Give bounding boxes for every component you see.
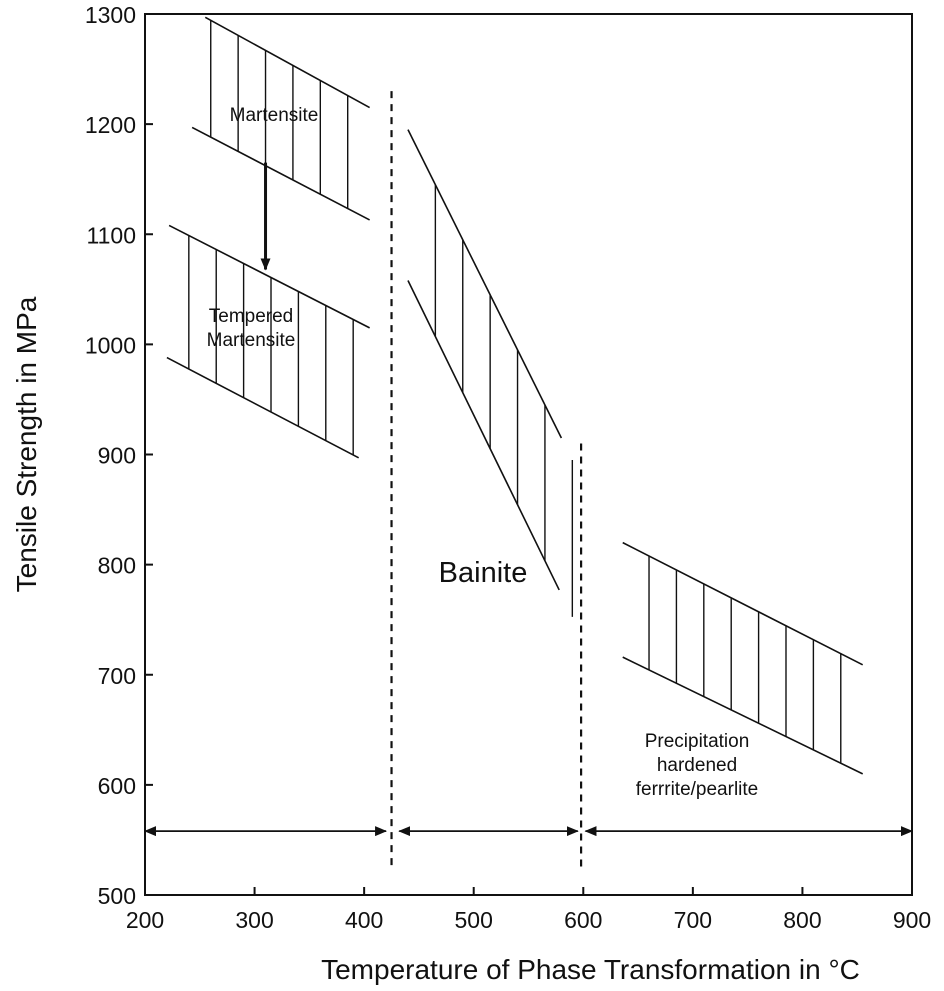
band-tempered-martensite <box>166 224 370 459</box>
region-label: Bainite <box>439 557 528 589</box>
region-label-line: Tempered <box>209 306 294 327</box>
y-tick-label: 600 <box>98 773 136 799</box>
band-upper-line <box>622 541 864 666</box>
y-tick-label: 700 <box>98 663 136 689</box>
x-tick-label: 800 <box>783 907 821 933</box>
region-label-line: ferrrite/pearlite <box>636 779 759 800</box>
band-lower-line <box>191 126 370 221</box>
x-tick-label: 700 <box>674 907 712 933</box>
band-precipitation-hardened-ferrrite-pearlite <box>622 541 864 775</box>
region-label-line: Precipitation <box>645 731 750 752</box>
band-lower-line <box>407 280 560 591</box>
band-lower-line <box>166 356 360 459</box>
x-tick-label: 300 <box>235 907 273 933</box>
band-martensite <box>191 16 371 221</box>
x-tick-label: 600 <box>564 907 602 933</box>
band-upper-line <box>407 129 563 439</box>
y-tick-label: 500 <box>98 883 136 909</box>
y-tick-label: 1100 <box>87 222 136 248</box>
region-label-line: Bainite <box>439 557 528 589</box>
region-label: Tempered Martensite <box>207 306 296 351</box>
x-tick-label: 400 <box>345 907 383 933</box>
y-tick-label: 800 <box>98 553 136 579</box>
region-label-line: hardened <box>657 755 737 776</box>
y-tick-label: 900 <box>98 443 136 469</box>
y-axis-title: Tensile Strength in MPa <box>11 296 42 592</box>
region-label: Precipitation hardened ferrrite/pearlite <box>636 731 759 800</box>
y-tick-label: 1300 <box>85 2 136 28</box>
x-tick-label: 900 <box>893 907 931 933</box>
band-bainite <box>407 129 574 617</box>
band-upper-line <box>204 16 371 109</box>
plot-frame <box>144 13 913 896</box>
y-tick-label: 1200 <box>85 112 136 138</box>
region-label-line: Martensite <box>230 105 319 126</box>
x-axis-title: Temperature of Phase Transformation in °… <box>321 954 860 985</box>
band-lower-line <box>622 656 864 775</box>
band-upper-line <box>168 224 370 329</box>
region-label-line: Martensite <box>207 330 296 351</box>
region-label: Martensite <box>230 105 319 126</box>
x-tick-label: 200 <box>126 907 164 933</box>
x-tick-label: 500 <box>455 907 493 933</box>
y-tick-label: 1000 <box>85 332 136 358</box>
